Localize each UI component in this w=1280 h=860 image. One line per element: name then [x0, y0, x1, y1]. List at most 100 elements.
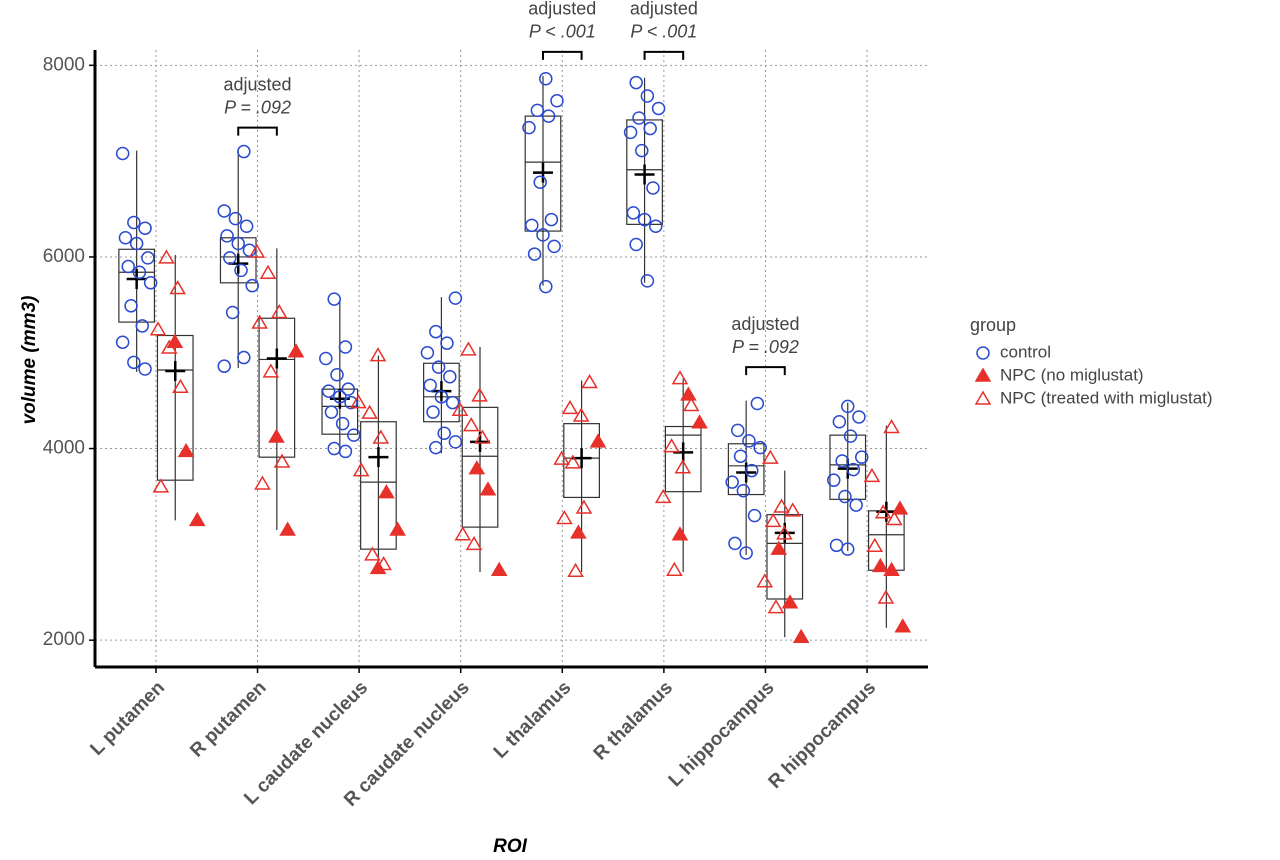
point: [389, 521, 406, 536]
point: [843, 429, 858, 443]
point: [152, 478, 170, 493]
point: [852, 410, 866, 424]
box: [360, 421, 397, 550]
point: [338, 444, 353, 459]
legend-title: group: [970, 315, 1016, 335]
point: [682, 396, 700, 412]
point: [767, 599, 785, 614]
point: [832, 414, 847, 429]
point: [572, 407, 590, 422]
point: [561, 399, 579, 415]
x-axis-label: ROI: [493, 836, 528, 857]
point: [556, 510, 573, 525]
mean-marker: [126, 268, 147, 289]
point: [589, 433, 607, 448]
legend-label: control: [1000, 342, 1051, 361]
point: [454, 526, 472, 541]
point: [132, 265, 147, 280]
point: [671, 526, 689, 541]
point: [248, 243, 266, 258]
point: [536, 228, 550, 242]
point: [225, 305, 240, 320]
point: [731, 423, 745, 438]
point: [347, 428, 361, 442]
point: [188, 511, 206, 527]
point: [770, 540, 788, 555]
point: [728, 536, 742, 551]
box: [766, 514, 804, 600]
box: [727, 443, 765, 496]
point: [883, 418, 900, 434]
point: [854, 450, 869, 464]
point: [333, 390, 347, 404]
point: [158, 249, 175, 264]
x-tick-label: L hippocampus: [665, 677, 779, 791]
point: [434, 390, 449, 404]
point: [375, 555, 392, 571]
point: [474, 429, 491, 444]
point: [846, 462, 861, 477]
mean-marker: [368, 447, 389, 468]
bracket: [745, 366, 786, 376]
point: [539, 71, 553, 86]
point: [547, 239, 561, 254]
point: [245, 278, 259, 293]
point: [319, 351, 333, 366]
annotation: P < .001: [630, 22, 697, 42]
x-tick-label: R hippocampus: [765, 677, 881, 793]
point: [341, 382, 355, 396]
mean-marker: [266, 348, 287, 369]
annotation: adjusted: [731, 314, 799, 334]
annotation: P = .092: [224, 97, 291, 117]
point: [764, 512, 782, 528]
point: [268, 428, 285, 443]
y-tick-label: 2000: [43, 629, 85, 650]
point: [350, 394, 367, 409]
point: [541, 109, 556, 123]
point: [671, 370, 689, 385]
point: [891, 500, 909, 515]
point: [129, 236, 144, 251]
box: [423, 362, 460, 423]
point: [237, 350, 251, 365]
point: [223, 251, 237, 265]
point: [570, 524, 587, 539]
legend-marker: [976, 346, 990, 360]
y-tick-label: 6000: [43, 246, 85, 267]
point: [525, 218, 539, 233]
point: [773, 498, 790, 513]
point: [251, 314, 268, 329]
point: [781, 594, 799, 609]
point: [739, 546, 753, 560]
point: [228, 211, 243, 226]
point: [460, 341, 477, 356]
point: [849, 498, 863, 512]
point: [663, 438, 680, 453]
x-tick-label: R putamen: [186, 677, 270, 761]
point: [646, 181, 660, 195]
point: [287, 343, 305, 358]
point: [127, 215, 141, 230]
point: [866, 537, 884, 553]
point: [840, 542, 855, 556]
mean-marker: [634, 164, 655, 185]
point: [468, 460, 486, 475]
point: [465, 535, 483, 551]
annotation: P < .001: [529, 22, 596, 42]
point: [581, 373, 598, 389]
point: [733, 449, 748, 463]
point: [840, 399, 855, 414]
point: [445, 395, 460, 410]
point: [640, 89, 655, 103]
point: [270, 304, 288, 319]
box: [829, 434, 867, 500]
point: [273, 453, 291, 468]
legend-marker: [974, 367, 992, 382]
point: [115, 146, 130, 161]
point: [237, 144, 251, 159]
bracket: [237, 126, 278, 136]
point: [429, 324, 443, 339]
point: [753, 440, 767, 455]
point: [745, 463, 759, 478]
annotation: adjusted: [528, 0, 596, 19]
